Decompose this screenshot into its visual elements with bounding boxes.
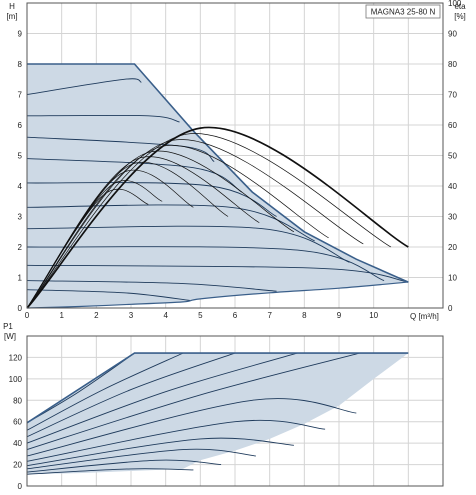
y-tick-label: 2: [18, 243, 23, 252]
x-tick-label: 2: [94, 311, 99, 320]
y-tick-label: 20: [13, 461, 22, 470]
chart-title: MAGNA3 25-80 N: [371, 8, 436, 17]
y-axis-label: P1: [3, 322, 13, 331]
head-curve: [26, 182, 277, 217]
y-tick-label: 120: [9, 353, 23, 362]
y-tick-label: 4: [18, 182, 23, 191]
power-curve: [26, 448, 256, 470]
power-curve: [26, 419, 326, 462]
y2-tick-label: 40: [448, 182, 457, 191]
x-tick-label: 4: [163, 311, 168, 320]
efficiency-curve: [26, 126, 409, 309]
efficiency-curve: [26, 133, 392, 309]
power-curve: [26, 459, 222, 473]
head-curve: [26, 114, 180, 123]
x-tick-label: 5: [198, 311, 203, 320]
head-curve: [26, 246, 385, 282]
x-tick-label: 9: [337, 311, 342, 320]
head-curve: [26, 264, 409, 283]
y-tick-label: 9: [18, 30, 23, 39]
x-tick-label: 6: [233, 311, 238, 320]
y2-tick-label: 100: [448, 0, 462, 8]
y-tick-label: 1: [18, 274, 23, 283]
y-tick-label: 5: [18, 152, 23, 161]
y2-axis-label: eta: [454, 2, 466, 11]
plot-frame: [26, 335, 444, 487]
head-curve: [26, 158, 243, 193]
efficiency-curve: [26, 188, 149, 309]
y-axis-unit: [W]: [4, 332, 16, 341]
plot-frame: [26, 2, 444, 309]
x-tick-label: 8: [302, 311, 307, 320]
max-curve-boundary: [27, 63, 409, 283]
operating-range-area: [27, 353, 409, 475]
y2-tick-label: 60: [448, 121, 457, 130]
y-tick-label: 8: [18, 60, 23, 69]
power-chart: 0 20 40 60 80 100 120 P1[W]: [3, 322, 444, 491]
y-tick-label: 7: [18, 91, 23, 100]
head-chart: 0123456789101101234567890102030405060708…: [6, 0, 466, 322]
y-axis-label: H: [9, 2, 15, 11]
x-tick-label: 0: [25, 311, 30, 320]
y2-tick-label: 90: [448, 30, 457, 39]
efficiency-curve: [26, 139, 364, 309]
y-tick-label: 3: [18, 213, 23, 222]
power-curve: [26, 352, 298, 444]
power-curve: [26, 398, 357, 457]
y2-tick-label: 70: [448, 91, 457, 100]
y2-axis-unit: [%]: [454, 12, 466, 21]
y-tick-label: 100: [9, 375, 23, 384]
power-curve: [26, 352, 360, 451]
y-tick-label: 0: [18, 482, 23, 491]
max-power-boundary: [26, 352, 409, 424]
x-axis-label: Q [m³/h]: [410, 312, 439, 321]
y-tick-label: 40: [13, 439, 22, 448]
x-tick-label: 10: [369, 311, 378, 320]
y-axis-unit: [m]: [6, 12, 17, 21]
power-curve: [26, 352, 184, 431]
min-curve-boundary: [26, 281, 409, 309]
efficiency-curve: [26, 144, 329, 309]
x-tick-label: 1: [59, 311, 64, 320]
y2-tick-label: 50: [448, 152, 457, 161]
power-curve: [26, 352, 236, 438]
x-tick-label: 7: [267, 311, 272, 320]
head-curve: [26, 78, 142, 95]
power-curve: [26, 468, 194, 475]
y-tick-label: 80: [13, 396, 22, 405]
y2-tick-label: 10: [448, 274, 457, 283]
y-tick-label: 0: [18, 304, 23, 313]
y2-tick-label: 20: [448, 243, 457, 252]
y2-tick-label: 0: [448, 304, 453, 313]
y-tick-label: 60: [13, 418, 22, 427]
x-axis-label-bg: [402, 310, 442, 322]
head-curve: [26, 280, 277, 292]
x-tick-label: 3: [129, 311, 134, 320]
y2-tick-label: 80: [448, 60, 457, 69]
head-curve: [26, 225, 350, 263]
title-box: [365, 4, 441, 19]
head-curve: [26, 289, 190, 301]
y2-tick-label: 30: [448, 213, 457, 222]
head-curve: [26, 136, 215, 163]
y-tick-label: 6: [18, 121, 23, 130]
power-curve: [26, 437, 294, 467]
